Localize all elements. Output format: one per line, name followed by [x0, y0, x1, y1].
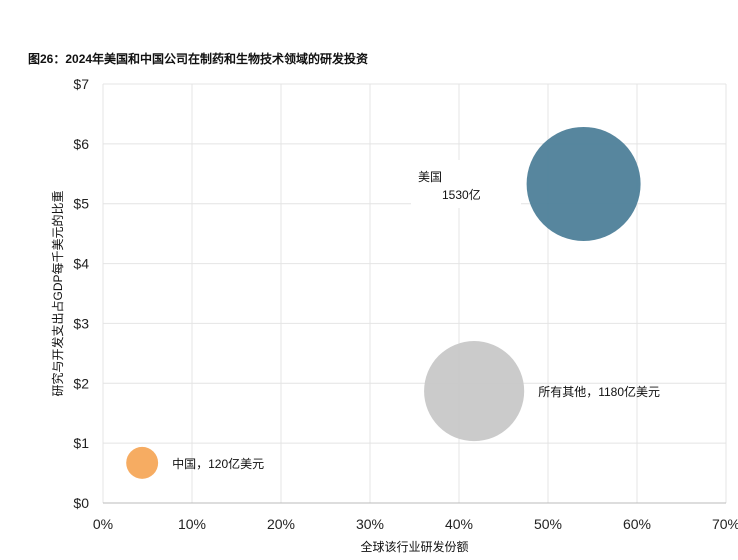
x-tick-label: 10% — [178, 516, 206, 532]
bubble-label: 1530亿 — [442, 187, 481, 202]
bubble-label: 美国 — [418, 170, 442, 184]
y-tick-label: $4 — [73, 256, 89, 272]
y-tick-label: $0 — [73, 495, 89, 511]
x-tick-label: 40% — [445, 516, 473, 532]
bubble-label: 所有其他，1180亿美元 — [538, 384, 660, 399]
x-axis-label: 全球该行业研发份额 — [360, 539, 468, 554]
x-tick-label: 0% — [93, 516, 113, 532]
chart-title: 图26：2024年美国和中国公司在制药和生物技术领域的研发投资 — [28, 52, 369, 66]
y-tick-label: $3 — [73, 315, 89, 331]
label-background — [411, 160, 521, 208]
y-tick-label: $5 — [73, 196, 89, 212]
x-tick-label: 50% — [534, 516, 562, 532]
y-tick-label: $7 — [73, 76, 89, 92]
bubble — [526, 126, 641, 241]
bubble-label: 中国，120亿美元 — [172, 456, 264, 471]
y-axis-label: 研究与开发支出占GDP每千美元的比重 — [50, 190, 65, 396]
x-tick-label: 30% — [356, 516, 384, 532]
bubble — [424, 341, 525, 442]
y-tick-label: $6 — [73, 136, 89, 152]
bubble — [126, 446, 159, 479]
y-tick-label: $1 — [73, 435, 89, 451]
x-tick-label: 20% — [267, 516, 295, 532]
x-tick-label: 60% — [623, 516, 651, 532]
x-tick-label: 70% — [712, 516, 738, 532]
y-tick-label: $2 — [73, 375, 89, 391]
